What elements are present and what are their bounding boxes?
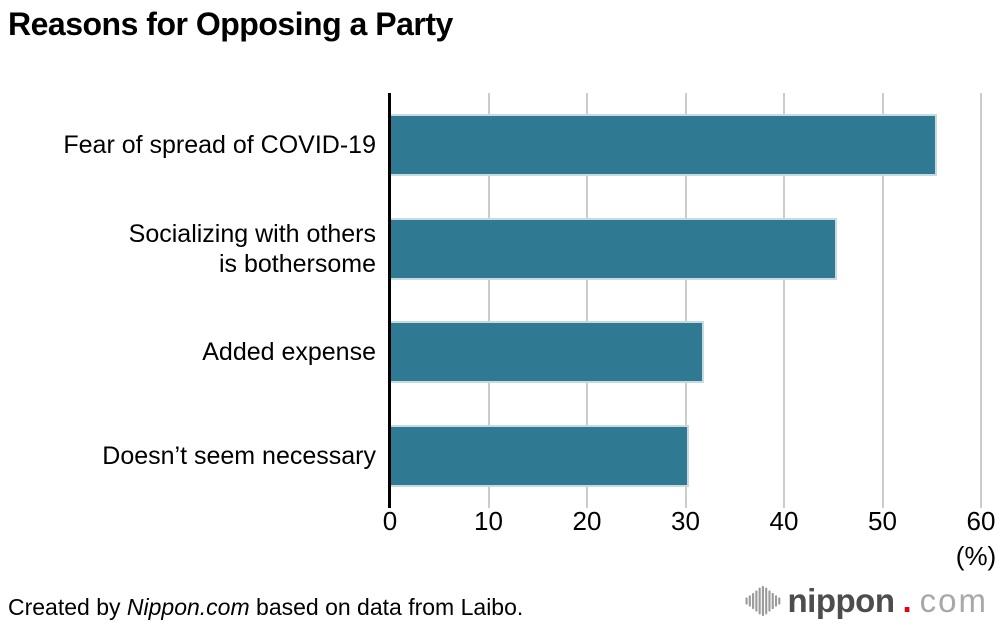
x-tick-label: 50: [868, 506, 897, 536]
gridline: [684, 93, 687, 508]
x-tick-label: 0: [382, 506, 398, 536]
waveform-icon: [745, 585, 780, 617]
bar: [391, 321, 705, 384]
bar: [391, 113, 937, 176]
y-axis-line: [388, 93, 391, 508]
gridline: [586, 93, 588, 508]
logo-dot: .: [902, 582, 912, 619]
credit-prefix: Created by: [8, 594, 127, 620]
credit-line: Created by Nippon.com based on data from…: [8, 594, 523, 621]
chart-title: Reasons for Opposing a Party: [8, 6, 453, 42]
x-tick-label: 40: [769, 506, 799, 536]
category-label: Socializing with others is bothersome: [128, 219, 376, 278]
category-label: Doesn’t seem necessary: [102, 442, 376, 471]
bar: [391, 217, 838, 280]
gridline: [783, 93, 785, 508]
category-label: Added expense: [202, 338, 376, 367]
gridline: [487, 93, 490, 508]
logo-tld: com: [919, 582, 988, 619]
gridline: [881, 93, 884, 508]
credit-brand: Nippon.com: [126, 594, 250, 620]
logo-word: nippon: [787, 582, 895, 619]
x-tick-label: 10: [474, 506, 503, 536]
gridline: [980, 93, 982, 508]
x-tick-label: 60: [966, 506, 996, 536]
category-label: Fear of spread of COVID-19: [63, 130, 376, 159]
credit-suffix: based on data from Laibo.: [249, 594, 524, 620]
axis-unit-label: (%): [955, 541, 997, 571]
nippon-logo: nippon. com: [745, 582, 988, 620]
x-tick-label: 20: [572, 506, 602, 536]
bar: [391, 425, 690, 488]
x-tick-label: 30: [671, 506, 700, 536]
